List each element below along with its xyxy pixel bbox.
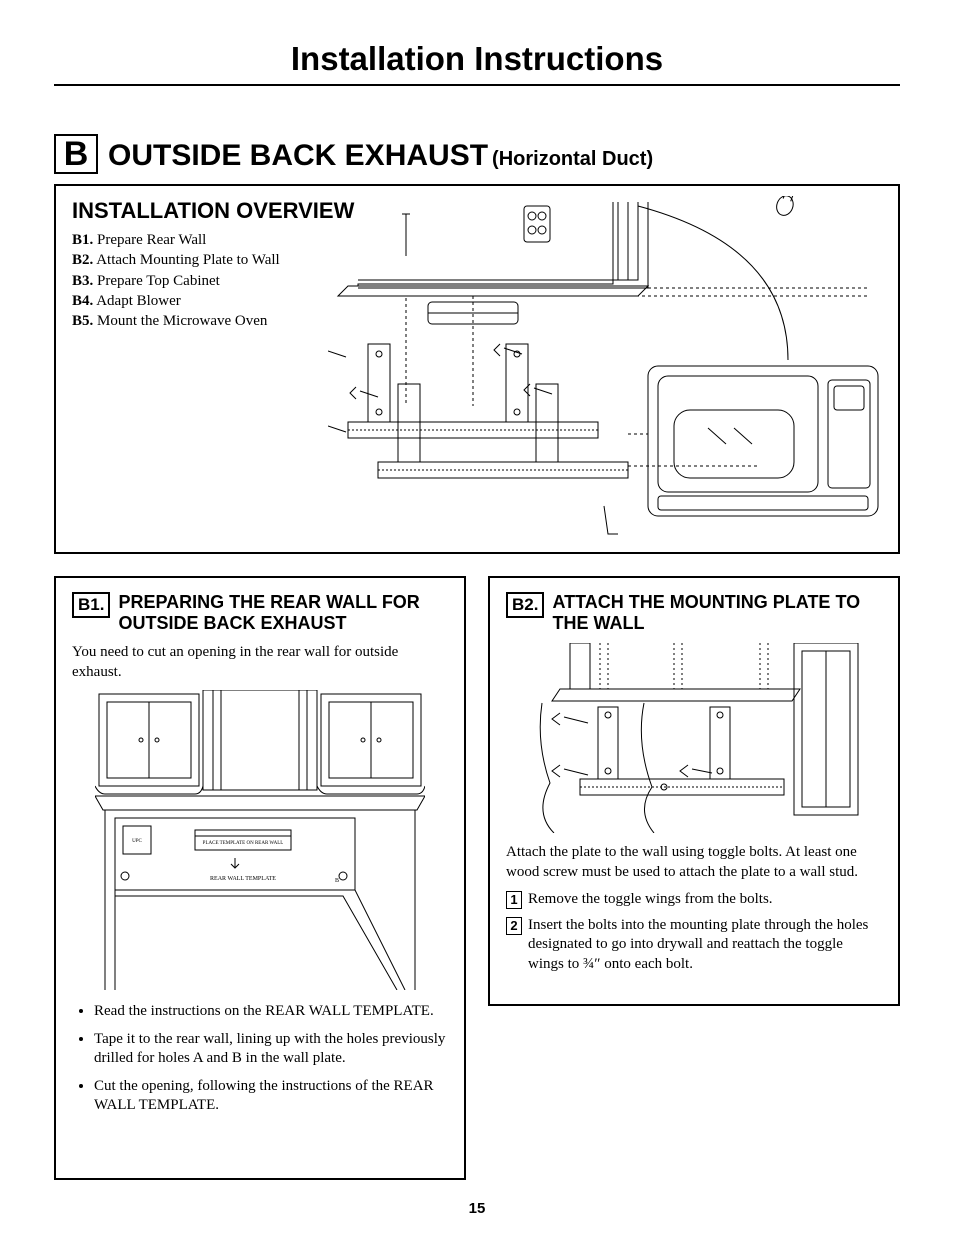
step-b2-box: B2. ATTACH THE MOUNTING PLATE TO THE WAL… xyxy=(488,576,900,1006)
list-item: Tape it to the rear wall, lining up with… xyxy=(94,1030,448,1069)
step-b1-diagram: UPC PLACE TEMPLATE ON REAR WALL REAR WAL… xyxy=(95,690,425,990)
step-b1-title: PREPARING THE REAR WALL FOR OUTSIDE BACK… xyxy=(118,592,448,633)
overview-box: INSTALLATION OVERVIEW B1. Prepare Rear W… xyxy=(54,184,900,554)
step-b1-box: B1. PREPARING THE REAR WALL FOR OUTSIDE … xyxy=(54,576,466,1180)
step-b1-intro: You need to cut an opening in the rear w… xyxy=(72,643,448,682)
list-item: 1 Remove the toggle wings from the bolts… xyxy=(506,890,882,910)
step-b2-badge: B2. xyxy=(506,592,544,618)
list-item: Read the instructions on the REAR WALL T… xyxy=(94,1002,448,1022)
step-b2-intro: Attach the plate to the wall using toggl… xyxy=(506,843,882,882)
columns: B1. PREPARING THE REAR WALL FOR OUTSIDE … xyxy=(54,576,900,1180)
page-title: Installation Instructions xyxy=(54,40,900,86)
page-number: 15 xyxy=(0,1200,954,1217)
step-b2-diagram xyxy=(524,643,864,833)
section-title: OUTSIDE BACK EXHAUST xyxy=(108,139,488,172)
step-b1-bullets: Read the instructions on the REAR WALL T… xyxy=(72,1002,448,1116)
step-number-box: 2 xyxy=(506,917,522,935)
svg-text:B: B xyxy=(335,878,339,884)
svg-text:REAR WALL TEMPLATE: REAR WALL TEMPLATE xyxy=(210,876,276,882)
svg-text:UPC: UPC xyxy=(132,839,142,844)
section-header: B OUTSIDE BACK EXHAUST (Horizontal Duct) xyxy=(54,134,900,174)
step-b2-steps: 1 Remove the toggle wings from the bolts… xyxy=(506,890,882,974)
step-b2-title: ATTACH THE MOUNTING PLATE TO THE WALL xyxy=(552,592,882,633)
section-letter-box: B xyxy=(54,134,98,174)
list-item: Cut the opening, following the instructi… xyxy=(94,1077,448,1116)
svg-text:PLACE TEMPLATE ON REAR WALL: PLACE TEMPLATE ON REAR WALL xyxy=(203,841,284,846)
step-number-box: 1 xyxy=(506,891,522,909)
overview-diagram xyxy=(328,196,888,536)
section-subtitle: (Horizontal Duct) xyxy=(492,148,653,170)
step-b1-badge: B1. xyxy=(72,592,110,618)
list-item: 2 Insert the bolts into the mounting pla… xyxy=(506,916,882,975)
